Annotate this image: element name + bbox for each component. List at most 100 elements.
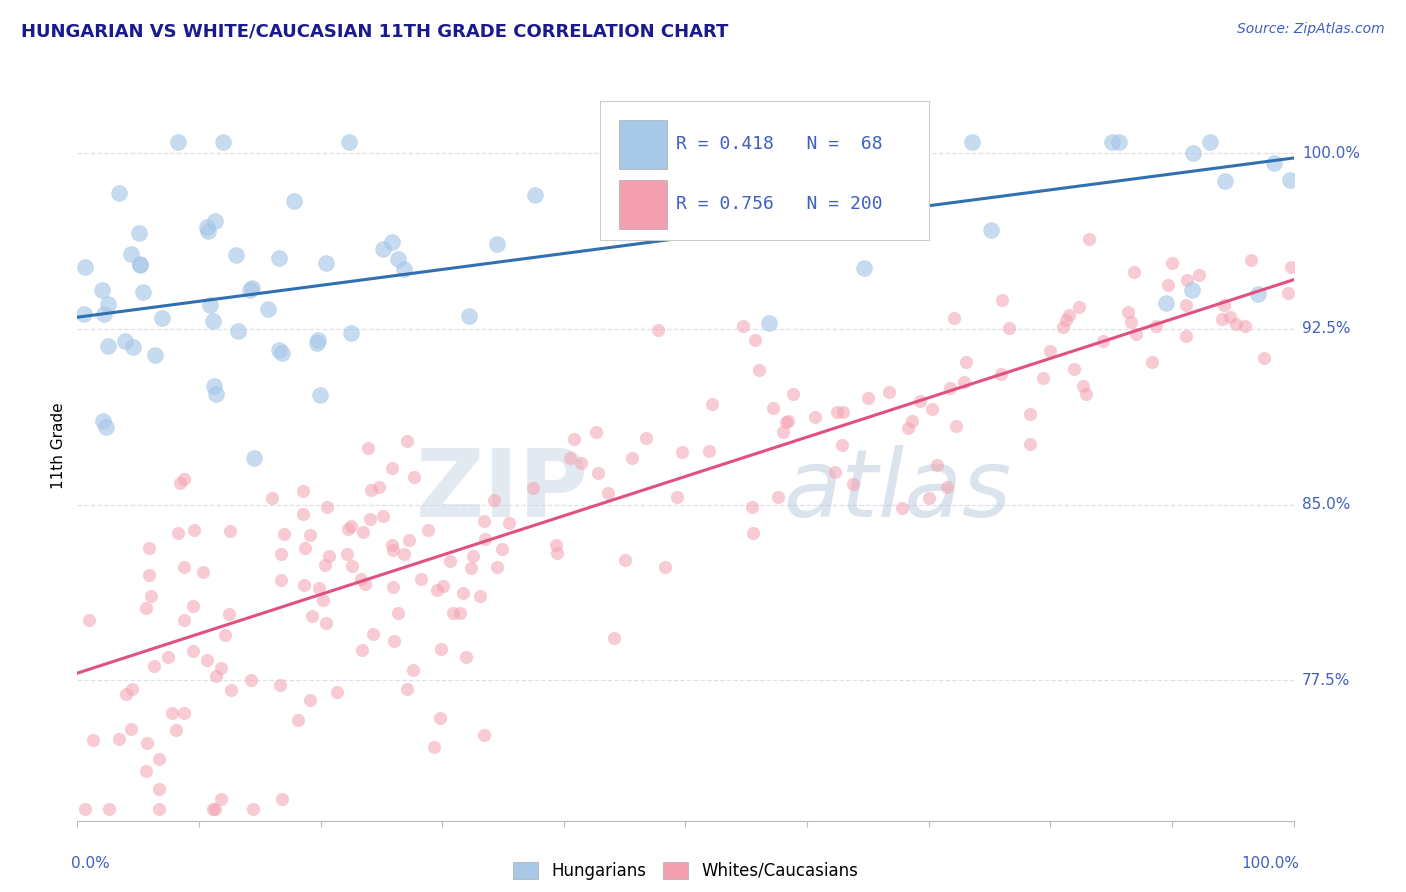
Point <box>766 490 789 504</box>
Point <box>219 524 242 538</box>
Point <box>832 405 855 419</box>
Point <box>97 339 120 353</box>
Point <box>350 572 373 586</box>
Point <box>921 402 943 417</box>
Point <box>243 450 266 465</box>
Point <box>340 326 363 341</box>
Point <box>318 549 340 564</box>
Point <box>226 324 249 338</box>
Legend: Hungarians, Whites/Caucasians: Hungarians, Whites/Caucasians <box>513 862 858 880</box>
Point <box>1215 174 1237 188</box>
Point <box>181 644 204 658</box>
FancyBboxPatch shape <box>619 180 668 228</box>
Point <box>139 589 162 603</box>
Point <box>1161 255 1184 269</box>
Point <box>825 405 848 419</box>
Point <box>336 547 359 561</box>
Point <box>748 362 770 376</box>
Point <box>596 486 619 500</box>
Point <box>380 461 402 475</box>
Point <box>166 525 188 540</box>
Point <box>782 386 804 401</box>
Point <box>1211 312 1233 326</box>
Text: ZIP: ZIP <box>415 445 588 537</box>
Point <box>360 483 382 497</box>
Point <box>128 257 150 271</box>
Point <box>896 421 918 435</box>
Point <box>307 333 329 347</box>
Point <box>107 731 129 746</box>
Point <box>267 251 290 265</box>
Point <box>97 802 120 816</box>
Point <box>198 297 221 311</box>
Point <box>939 382 962 396</box>
Point <box>270 346 292 360</box>
Point <box>135 600 157 615</box>
Point <box>991 293 1014 308</box>
Point <box>269 343 291 358</box>
Point <box>271 791 294 805</box>
Point <box>620 451 643 466</box>
Point <box>772 425 794 439</box>
Point <box>205 387 228 401</box>
Point <box>422 740 444 755</box>
Point <box>269 677 291 691</box>
Point <box>240 673 263 688</box>
Point <box>779 207 801 221</box>
Point <box>569 456 592 470</box>
Point <box>741 500 763 514</box>
Point <box>918 491 941 505</box>
Point <box>775 415 797 429</box>
Point <box>308 581 330 595</box>
Text: R = 0.756   N = 200: R = 0.756 N = 200 <box>676 195 883 213</box>
Point <box>204 214 226 228</box>
Point <box>744 333 766 347</box>
Point <box>1174 328 1197 343</box>
Point <box>225 248 247 262</box>
Point <box>273 527 295 541</box>
Point <box>339 519 361 533</box>
Point <box>485 236 508 251</box>
Point <box>945 418 967 433</box>
Y-axis label: 11th Grade: 11th Grade <box>51 402 66 490</box>
Point <box>314 558 336 572</box>
Point <box>498 516 520 531</box>
Point <box>97 297 120 311</box>
Point <box>299 693 322 707</box>
Point <box>315 255 337 269</box>
Point <box>283 194 305 208</box>
Point <box>315 616 337 631</box>
Point <box>824 465 846 479</box>
Point <box>195 653 218 667</box>
Point <box>242 802 264 816</box>
Point <box>75 802 97 816</box>
Point <box>1108 135 1130 149</box>
Point <box>183 523 205 537</box>
Point <box>315 500 337 514</box>
Point <box>441 607 464 621</box>
Text: 77.5%: 77.5% <box>1302 673 1350 688</box>
Point <box>762 401 785 416</box>
Point <box>150 310 173 325</box>
Point <box>308 388 330 402</box>
Point <box>204 802 226 816</box>
Text: 100.0%: 100.0% <box>1302 145 1360 161</box>
Point <box>460 561 482 575</box>
Point <box>1154 296 1177 310</box>
Point <box>901 414 924 428</box>
Point <box>166 135 188 149</box>
Point <box>778 414 800 428</box>
Point <box>270 574 292 588</box>
Point <box>387 606 409 620</box>
Point <box>1052 319 1074 334</box>
Point <box>758 317 780 331</box>
Point <box>128 226 150 240</box>
Point <box>75 260 97 275</box>
Point <box>214 628 236 642</box>
Point <box>148 781 170 796</box>
Point <box>454 649 477 664</box>
Point <box>396 434 419 449</box>
Point <box>935 480 957 494</box>
Point <box>138 541 160 555</box>
Point <box>135 736 157 750</box>
